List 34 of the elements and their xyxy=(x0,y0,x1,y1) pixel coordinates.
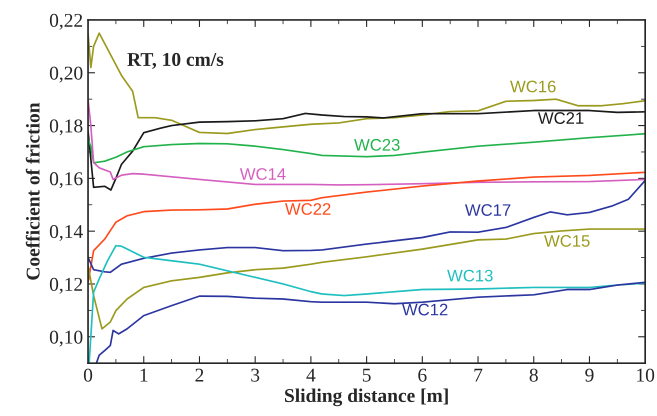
annotation: WC17 xyxy=(464,204,510,216)
line-series xyxy=(88,228,646,330)
x-tick-label: 9 xyxy=(585,368,594,382)
x-tick-label: 1 xyxy=(140,368,148,382)
annotation: WC12 xyxy=(402,304,448,316)
x-tick-label: 3 xyxy=(251,368,260,382)
y-tick-label: 0,14 xyxy=(50,224,83,241)
x-tick-label: 0 xyxy=(84,368,92,382)
y-tick-label: 0,18 xyxy=(50,119,82,136)
y-tick-label: 0,12 xyxy=(50,278,82,294)
y-tick-label: 0,22 xyxy=(50,14,82,30)
x-tick-label: 10 xyxy=(637,368,654,382)
line-series xyxy=(96,282,646,364)
annotation: WC13 xyxy=(447,270,493,282)
x-tick-label: 8 xyxy=(530,368,538,382)
annotation: WC23 xyxy=(354,138,400,151)
y-tick-label: 0,10 xyxy=(50,330,82,347)
annotation: RT, 10 cm/s xyxy=(127,52,224,69)
y-tick-label: 0,20 xyxy=(50,66,82,83)
annotation: WC22 xyxy=(285,203,330,215)
line-series xyxy=(88,32,646,134)
x-tick-label: 6 xyxy=(418,368,427,382)
x-tick-label: 5 xyxy=(362,368,371,382)
annotation: WC15 xyxy=(544,235,590,247)
annotation: WC21 xyxy=(538,112,584,124)
x-tick-label: 7 xyxy=(474,368,482,382)
annotation: WC16 xyxy=(510,80,556,92)
annotation: WC14 xyxy=(240,168,286,180)
x-axis-title: Sliding distance [m] xyxy=(284,388,448,406)
line-series xyxy=(88,132,646,164)
x-tick-label: 4 xyxy=(306,368,316,382)
y-axis-title: Coefficient of friction xyxy=(26,102,40,280)
x-tick-label: 2 xyxy=(195,368,204,382)
y-tick-label: 0,16 xyxy=(50,172,83,188)
